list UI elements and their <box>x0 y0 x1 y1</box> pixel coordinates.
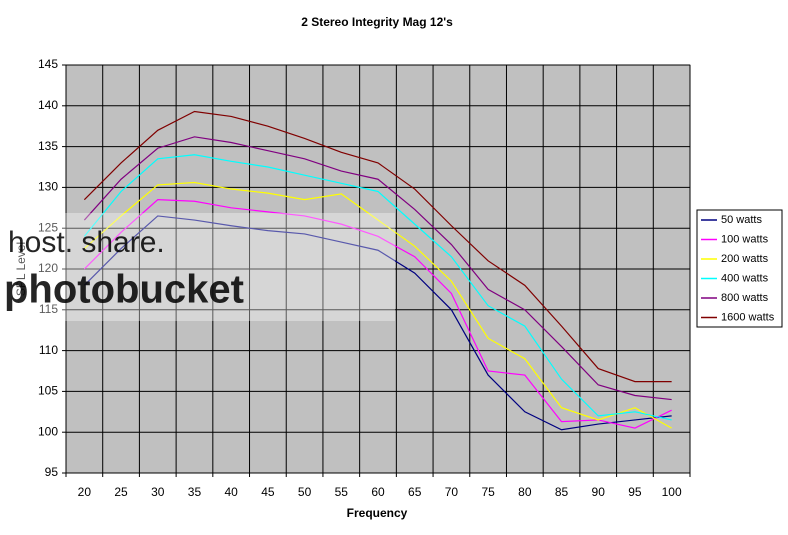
watermark-tagline: host. share. <box>8 226 165 259</box>
watermark-brand: photobucket <box>4 268 244 312</box>
x-tick-label: 60 <box>371 485 385 499</box>
legend-label: 100 watts <box>721 233 769 245</box>
y-tick-label: 120 <box>38 261 58 275</box>
x-tick-label: 55 <box>335 485 349 499</box>
x-tick-label: 25 <box>114 485 128 499</box>
legend-label: 800 watts <box>721 292 769 304</box>
y-tick-label: 135 <box>38 139 58 153</box>
y-tick-label: 110 <box>39 343 58 357</box>
y-axis-label: SPL Level <box>14 242 28 296</box>
x-tick-label: 20 <box>78 485 92 499</box>
legend-label: 400 watts <box>721 272 769 284</box>
x-tick-label: 40 <box>224 485 238 499</box>
x-tick-label: 65 <box>408 485 422 499</box>
y-tick-label: 95 <box>45 465 59 479</box>
y-tick-label: 145 <box>38 57 58 71</box>
y-tick-label: 140 <box>38 98 58 112</box>
x-tick-label: 75 <box>481 485 495 499</box>
y-tick-label: 100 <box>38 424 58 438</box>
x-tick-label: 35 <box>188 485 202 499</box>
x-tick-label: 95 <box>628 485 642 499</box>
y-tick-label: 125 <box>38 220 58 234</box>
watermark-band <box>0 213 395 321</box>
legend-box <box>696 209 783 328</box>
y-tick-label: 115 <box>39 302 58 316</box>
x-tick-label: 70 <box>445 485 459 499</box>
x-tick-label: 45 <box>261 485 275 499</box>
x-tick-label: 100 <box>662 485 682 499</box>
y-tick-label: 130 <box>38 180 58 194</box>
legend-label: 200 watts <box>721 253 769 265</box>
x-axis-label: Frequency <box>347 506 408 520</box>
legend-label: 1600 watts <box>721 311 775 323</box>
series-line <box>83 199 672 429</box>
x-tick-label: 80 <box>518 485 532 499</box>
x-tick-label: 30 <box>151 485 165 499</box>
series-line <box>83 136 672 401</box>
series-line <box>83 215 672 431</box>
legend-label: 50 watts <box>721 214 762 226</box>
y-tick-label: 105 <box>38 384 58 398</box>
x-tick-label: 85 <box>555 485 569 499</box>
series-line <box>83 181 672 429</box>
chart-title: 2 Stereo Integrity Mag 12's <box>301 15 453 29</box>
x-tick-label: 90 <box>592 485 606 499</box>
series-line <box>83 154 672 421</box>
series-line <box>83 110 672 383</box>
x-tick-label: 50 <box>298 485 312 499</box>
